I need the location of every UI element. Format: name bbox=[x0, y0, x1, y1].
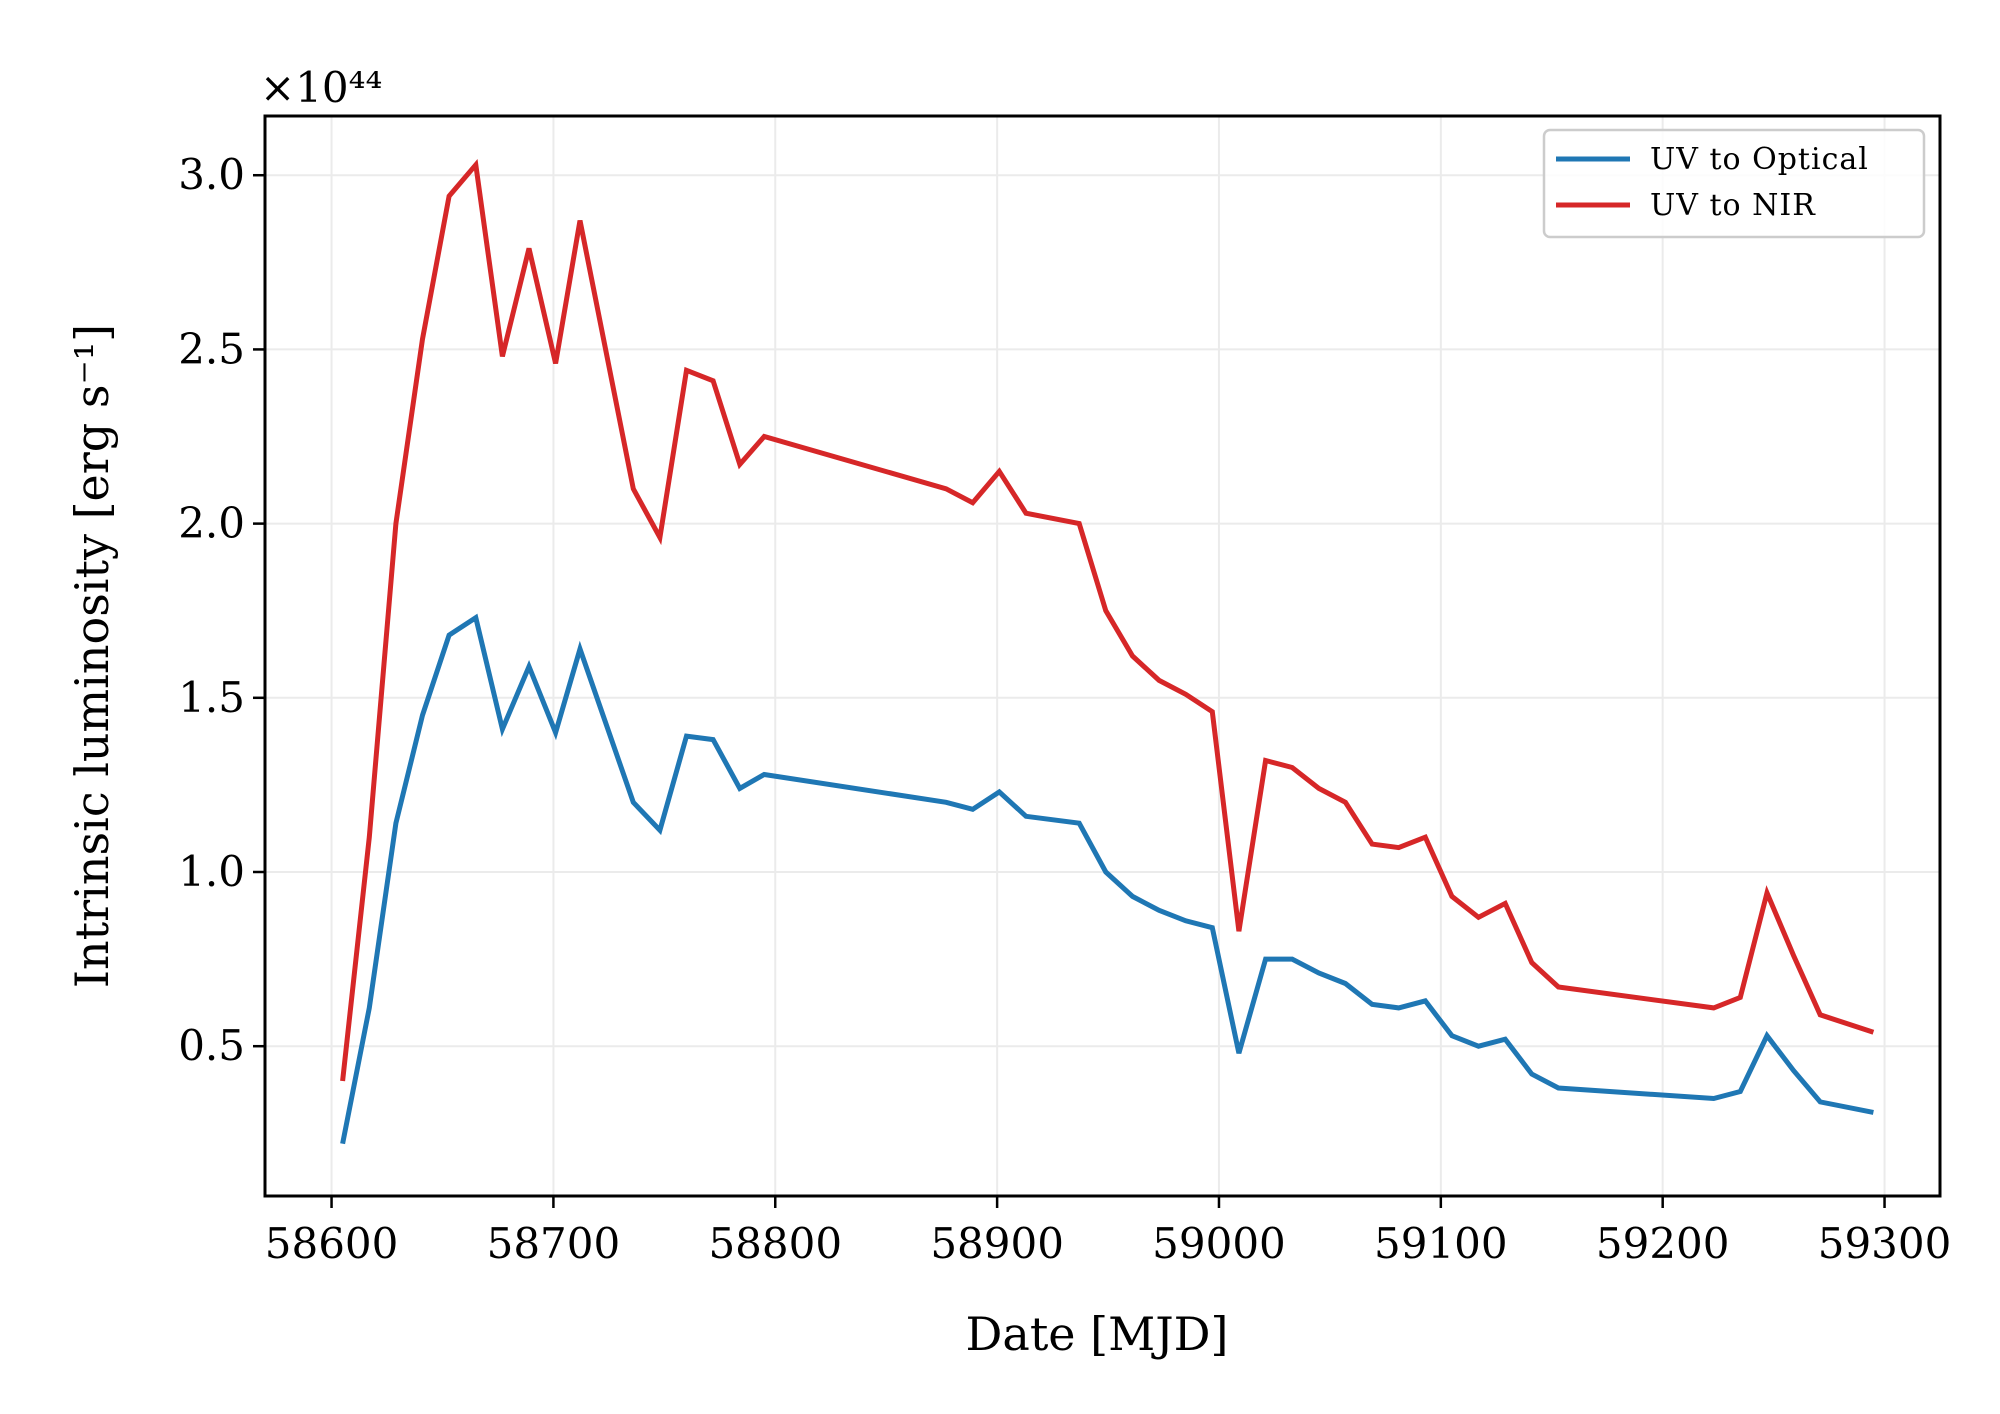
y-tick-label: 2.0 bbox=[178, 499, 245, 548]
x-tick-label: 58700 bbox=[487, 1219, 621, 1268]
x-axis-label: Date [MJD] bbox=[966, 1307, 1229, 1361]
x-tick-label: 59200 bbox=[1596, 1219, 1730, 1268]
x-tick-label: 58900 bbox=[930, 1219, 1064, 1268]
y-axis-label: Intrinsic luminosity [erg s⁻¹] bbox=[65, 324, 119, 988]
grid bbox=[265, 116, 1940, 1196]
legend-label-uv-nir: UV to NIR bbox=[1650, 188, 1816, 223]
series-line-uv-to-optical bbox=[340, 613, 1874, 1145]
x-tick-label: 58800 bbox=[708, 1219, 842, 1268]
y-tick-label: 1.0 bbox=[178, 847, 245, 896]
plot-frame bbox=[263, 114, 1942, 1198]
x-tick-label: 59100 bbox=[1374, 1219, 1508, 1268]
x-tick-label: 59000 bbox=[1152, 1219, 1286, 1268]
series-lines bbox=[340, 158, 1875, 1145]
series-line-uv-to-nir bbox=[340, 158, 1875, 1082]
axis-ticks: 58600 58700 58800 58900 59000 59100 59200 59300… bbox=[178, 150, 1951, 1268]
legend-label-uv-optical: UV to Optical bbox=[1650, 142, 1869, 177]
y-multiplier: ×10⁴⁴ bbox=[260, 63, 382, 112]
y-tick-label: 1.5 bbox=[178, 673, 245, 722]
x-tick-label: 59300 bbox=[1818, 1219, 1952, 1268]
y-tick-label: 3.0 bbox=[178, 150, 245, 199]
y-tick-label: 2.5 bbox=[178, 324, 245, 373]
y-tick-label: 0.5 bbox=[178, 1021, 245, 1070]
x-tick-label: 58600 bbox=[265, 1219, 399, 1268]
legend-box bbox=[1542, 128, 1926, 239]
legend: UV to Optical UV to NIR bbox=[1542, 128, 1926, 239]
